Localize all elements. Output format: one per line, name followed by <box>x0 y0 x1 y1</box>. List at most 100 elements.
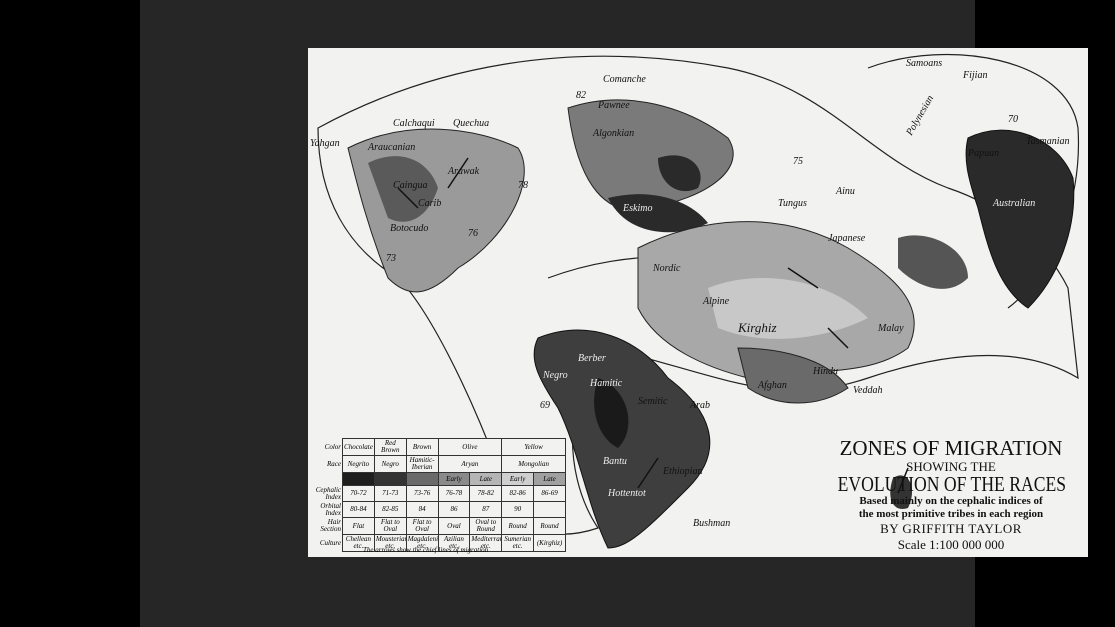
legend-cell: 73-76 <box>405 485 439 502</box>
legend-row-label: Culture <box>310 534 343 552</box>
legend-cell: Flat to Oval <box>373 517 407 535</box>
legend-row-label: Hair Section <box>310 517 343 535</box>
map-label: Bantu <box>603 456 627 467</box>
map-title-block: ZONES OF MIGRATION SHOWING THE EVOLUTION… <box>816 436 1086 553</box>
legend-cell: 84 <box>405 501 439 518</box>
map-label: Ainu <box>836 186 855 197</box>
legend-cell: Hamitic-Iberian <box>405 455 439 473</box>
legend-cell: Brown <box>405 438 439 456</box>
legend-cell: Round <box>501 517 535 535</box>
map-label: Hottentot <box>608 488 646 499</box>
legend-cell: Oval <box>437 517 471 535</box>
legend-table: Color Chocolate Red Brown Brown Olive Ye… <box>310 438 566 552</box>
isoline-label: 76 <box>468 228 478 239</box>
legend-cell: Mediterranean etc. <box>469 534 503 552</box>
legend-cell: 86 <box>437 501 471 518</box>
map-label: Negro <box>543 370 568 381</box>
isoline-label: 75 <box>793 156 803 167</box>
migration-map: Yahgan Araucanian Calchaqui Quechua Cain… <box>308 48 1088 557</box>
map-label: Hamitic <box>590 378 623 389</box>
map-label: Hindu <box>813 366 838 377</box>
map-label: Comanche <box>603 74 646 85</box>
legend-cell: Chocolate <box>342 438 375 456</box>
map-label: Nordic <box>653 263 681 274</box>
map-label: Malay <box>878 323 904 334</box>
map-label: Fijian <box>963 70 988 81</box>
legend-row-label: Color <box>310 438 343 456</box>
legend-cell: Negrito <box>342 455 375 473</box>
map-label: Alpine <box>703 296 730 307</box>
map-label: Tasmanian <box>1026 136 1070 147</box>
map-label: Australian <box>993 198 1036 209</box>
map-label: Bushman <box>693 518 731 529</box>
map-label: Semitic <box>638 396 668 407</box>
map-label: Caingua <box>393 180 428 191</box>
map-label: Berber <box>578 353 606 364</box>
map-label: Botocudo <box>390 223 429 234</box>
legend-cell: Red Brown <box>373 438 407 456</box>
legend-cell: Mongolian <box>501 455 566 473</box>
map-shapes <box>317 53 1080 549</box>
legend-cell: 82-86 <box>501 485 535 502</box>
legend-cell: Flat <box>342 517 375 535</box>
map-label: Algonkian <box>593 128 635 139</box>
isoline-label: 70 <box>1008 114 1018 125</box>
map-scale: Scale 1:100 000 000 <box>897 537 1005 553</box>
video-frame: Yahgan Araucanian Calchaqui Quechua Cain… <box>140 0 1088 627</box>
map-label: Calchaqui <box>393 118 435 129</box>
map-label: Tungus <box>778 198 807 209</box>
isoline-label: 73 <box>386 253 396 264</box>
isoline-label: 78 <box>518 180 528 191</box>
legend-cell: 82-85 <box>373 501 407 518</box>
title-line-3: EVOLUTION OF THE RACES <box>837 472 1067 496</box>
legend-cell: Aryan <box>437 455 503 473</box>
legend-row-label: Cephalic Index <box>310 485 343 502</box>
legend-cell: Oval to Round <box>469 517 503 535</box>
map-label: Samoans <box>906 58 943 69</box>
legend-cell: Flat to Oval <box>405 517 439 535</box>
map-label: Carib <box>418 198 442 209</box>
legend-caption: The arrows show the chief lines of migra… <box>363 546 489 554</box>
legend-swatch: Early <box>501 472 535 486</box>
map-label: Eskimo <box>623 203 653 214</box>
map-label: Afghan <box>758 380 787 391</box>
legend-cell: 71-73 <box>373 485 407 502</box>
legend-cell: Round <box>533 517 566 535</box>
legend-row-label: Orbital Index <box>310 501 343 518</box>
legend-cell: Negro <box>373 455 407 473</box>
map-label: Ethiopian <box>663 466 703 477</box>
map-label: Yahgan <box>310 138 340 149</box>
legend-cell: 86-69 <box>533 485 566 502</box>
map-label: Arawak <box>448 166 480 177</box>
legend-cell: 78-82 <box>469 485 503 502</box>
legend-cell: 70-72 <box>342 485 375 502</box>
isoline-label: 69 <box>540 400 550 411</box>
map-label: Pawnee <box>598 100 630 111</box>
legend-row-label: Race <box>310 455 343 473</box>
legend-cell: Azilian etc. <box>437 534 471 552</box>
legend-cell: 90 <box>501 501 535 518</box>
title-line-2: SHOWING THE <box>906 459 996 474</box>
legend-swatch: Early <box>437 472 471 486</box>
legend-cell: (Kirghiz) <box>533 534 566 552</box>
subtitle-1: Based mainly on the cephalic indices of <box>859 495 1043 507</box>
legend-swatch <box>405 472 439 486</box>
author: BY GRIFFITH TAYLOR <box>880 521 1022 537</box>
legend-swatch <box>373 472 407 486</box>
legend-cell: 80-84 <box>342 501 375 518</box>
map-label: Araucanian <box>368 142 416 153</box>
legend-swatch <box>342 472 375 486</box>
legend-cell: Sumerian etc. <box>501 534 535 552</box>
legend-swatch: Late <box>533 472 566 486</box>
map-label: Japanese <box>828 233 866 244</box>
legend-cell: 76-78 <box>437 485 471 502</box>
title-line-1: ZONES OF MIGRATION <box>839 436 1063 460</box>
legend-cell: Yellow <box>501 438 566 456</box>
map-label: Kirghiz <box>738 320 777 335</box>
isoline-label: 82 <box>576 90 586 101</box>
legend-cell: Magdalenian etc. <box>405 534 439 552</box>
legend-cell: Mousterian etc. <box>373 534 407 552</box>
legend-cell: 87 <box>469 501 503 518</box>
subtitle-2: the most primitive tribes in each region <box>858 507 1044 520</box>
map-label: Arab <box>690 400 710 411</box>
